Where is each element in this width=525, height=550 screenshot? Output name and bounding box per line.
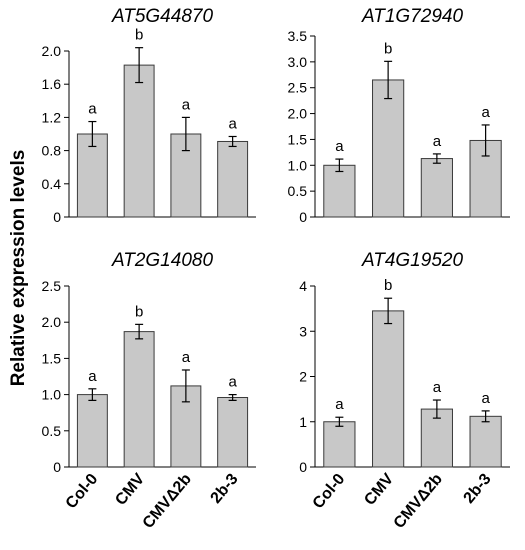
significance-letter: a	[433, 379, 442, 396]
y-tick-label: 0.5	[42, 423, 62, 439]
significance-letter: b	[384, 277, 392, 294]
y-tick-label: 1.0	[288, 157, 308, 173]
x-tick-label: CMVΔ2b	[391, 470, 446, 531]
y-tick-label: 4	[299, 278, 307, 294]
bar	[323, 421, 356, 468]
y-tick-label: 0	[299, 209, 307, 225]
chart-title: AT4G19520	[361, 250, 463, 271]
bar	[217, 140, 249, 218]
significance-letter: b	[135, 303, 143, 320]
y-tick-label: 0	[299, 459, 307, 475]
significance-letter: a	[481, 390, 490, 407]
bar	[76, 394, 108, 468]
x-tick-label: CMV	[112, 470, 148, 508]
significance-letter: a	[433, 133, 442, 150]
y-tick-label: 1.0	[42, 387, 62, 403]
x-tick-label: 2b-3	[208, 471, 242, 507]
chart-title: AT2G14080	[111, 250, 213, 271]
x-tick-label: Col-0	[63, 471, 102, 513]
y-tick-label: 2.0	[42, 314, 62, 330]
x-tick-label: Col-0	[310, 471, 349, 513]
chart-title: AT1G72940	[361, 6, 463, 27]
chart-panel-2: AT1G72940 0 0.5 1.0 1.5 2.0 2.5 3.0 3.5 a b a a	[288, 6, 510, 225]
bar	[420, 158, 453, 218]
significance-letter: a	[182, 96, 191, 113]
significance-letter: a	[228, 115, 237, 132]
bar	[217, 396, 249, 468]
x-tick-label: CMVΔ2b	[140, 470, 195, 531]
y-tick-label: 1.5	[42, 350, 62, 366]
bar	[323, 164, 356, 218]
bar	[372, 310, 405, 468]
y-tick-label: 0.5	[288, 183, 308, 199]
x-tick-label: 2b-3	[461, 471, 495, 507]
significance-letter: b	[384, 40, 392, 57]
bar	[76, 133, 108, 218]
y-tick-label: 1.6	[42, 76, 62, 92]
significance-letter: a	[88, 368, 97, 385]
x-tick-label: CMV	[361, 470, 397, 508]
y-tick-label: 1.2	[42, 109, 62, 125]
significance-letter: a	[228, 374, 237, 391]
y-tick-label: 3.5	[288, 28, 308, 44]
y-tick-label: 2.0	[288, 106, 308, 122]
chart-panel-4: AT4G19520 0 1 2 3 4 a Col-0 b CMV a CMVΔ2b a 2b-3	[299, 250, 510, 532]
y-tick-label: 1	[299, 414, 307, 430]
significance-letter: a	[182, 349, 191, 366]
y-tick-label: 3	[299, 323, 307, 339]
y-tick-label: 2.5	[42, 278, 62, 294]
panels: AT5G44870 0 0.4 0.8 1.2 1.6 2.0 a b a a AT1G72940 0 0…	[42, 6, 510, 532]
y-tick-label: 0.4	[42, 176, 62, 192]
bar	[372, 79, 405, 218]
significance-letter: b	[135, 27, 143, 44]
significance-letter: a	[481, 104, 490, 121]
chart-panel-3: AT2G14080 0 0.5 1.0 1.5 2.0 2.5 a Col-0 b CMV a CMVΔ…	[42, 250, 256, 532]
bar	[123, 331, 155, 468]
y-tick-label: 2.0	[42, 43, 62, 59]
significance-letter: a	[335, 138, 344, 155]
significance-letter: a	[88, 101, 97, 118]
y-tick-label: 2.5	[288, 80, 308, 96]
bar	[469, 415, 502, 468]
bar	[123, 64, 155, 218]
y-tick-label: 1.5	[288, 131, 308, 147]
chart-title: AT5G44870	[111, 6, 213, 27]
chart-panel-1: AT5G44870 0 0.4 0.8 1.2 1.6 2.0 a b a a	[42, 6, 256, 225]
y-tick-label: 0	[53, 459, 61, 475]
y-tick-label: 2	[299, 369, 307, 385]
y-tick-label: 3.0	[288, 54, 308, 70]
y-axis-label: Relative expression levels	[8, 150, 29, 387]
y-tick-label: 0	[53, 209, 61, 225]
y-tick-label: 0.8	[42, 143, 62, 159]
significance-letter: a	[335, 396, 344, 413]
